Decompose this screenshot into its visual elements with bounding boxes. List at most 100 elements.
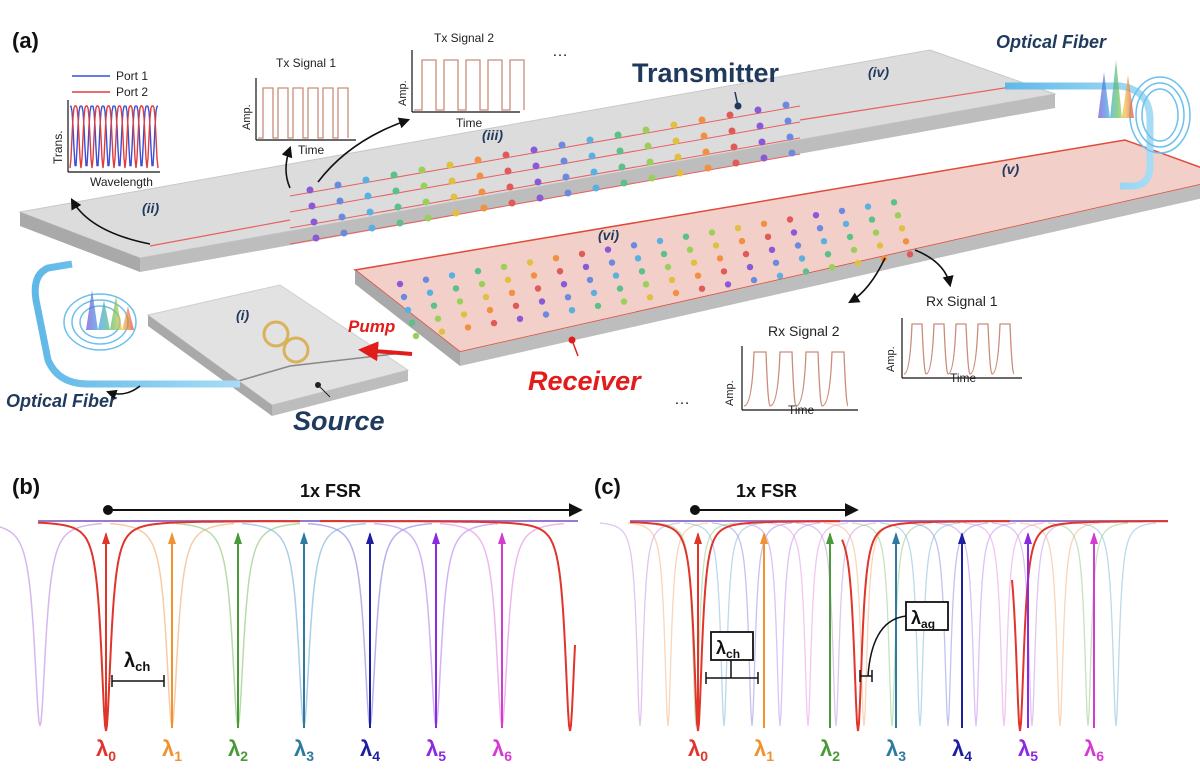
rx-ring [816, 225, 824, 232]
rx-ring [482, 293, 490, 301]
rx-ring [724, 281, 732, 288]
tx-trace [289, 105, 801, 197]
rx-ring [812, 212, 820, 219]
pump-label: Pump [348, 317, 395, 336]
rx-ring [556, 268, 564, 275]
b-arrowhead-1 [168, 532, 176, 544]
rx-ring [772, 259, 780, 266]
stage-v-label: (v) [1002, 161, 1019, 177]
tx-ring [420, 182, 428, 190]
tx-ring [732, 159, 740, 167]
stage-vi-label: (vi) [598, 227, 619, 243]
rx-ring [876, 242, 884, 249]
tx-ring [392, 187, 400, 195]
tx-ring [362, 176, 370, 184]
rx-ring [906, 251, 914, 258]
c-lambda-6: λ6 [1084, 736, 1104, 764]
tx-ring [614, 131, 622, 139]
receiver-label: Receiver [528, 366, 642, 396]
rx-ring [820, 238, 828, 245]
c-lambda-1: λ1 [754, 736, 774, 764]
tx2-xlabel: Time [456, 116, 483, 130]
optical-fiber-top-label: Optical Fiber [996, 32, 1107, 52]
rx-ring [828, 264, 836, 271]
tx-ellipsis: … [552, 43, 568, 60]
tx-ring [754, 106, 762, 114]
tx-signal-2-inset: Tx Signal 2 Amp. Time … [397, 31, 568, 130]
rx-ring [690, 259, 698, 266]
tx-ring [450, 193, 458, 201]
tx-ring [758, 138, 766, 146]
lambda-ch-b: λ [124, 650, 135, 672]
b-resonance-0 [0, 522, 103, 727]
rx-ring [586, 276, 594, 284]
tx-ring [508, 199, 516, 207]
b-lambda-5: λ5 [426, 736, 446, 764]
panel-b: (b) 1x FSR λch λ0 λ1 λ2 λ3 λ4 λ5 λ6 [0, 474, 583, 764]
tx-ring [312, 234, 320, 242]
rx-ring [660, 250, 668, 258]
tx-ring [786, 133, 794, 141]
b-arrowhead-5 [432, 532, 440, 544]
tx-ring [644, 142, 652, 150]
tx-ring [728, 127, 736, 135]
tx-ring [394, 203, 402, 211]
tx-trace [289, 121, 801, 213]
rx-ring [568, 307, 576, 314]
microring-icon [262, 320, 290, 348]
rx-ring [620, 298, 628, 305]
rx-ring [404, 306, 412, 314]
tx-input-trace [149, 219, 291, 247]
tx-ring [308, 202, 316, 210]
tx-ring [448, 177, 456, 185]
tx-output-trace [799, 83, 1031, 121]
tx-ring [674, 153, 682, 161]
b-lambda-2: λ2 [228, 736, 248, 764]
b-lambda-3: λ3 [294, 736, 314, 764]
c-channel-arrows [694, 532, 1098, 728]
rx-ring [486, 306, 494, 314]
rx-ring [634, 255, 642, 262]
tx-ring [480, 204, 488, 212]
tx-waveguides [149, 83, 1031, 247]
lambda-ag-c-sub: ag [921, 617, 935, 631]
rx-ring [698, 285, 706, 292]
rx-ring [504, 276, 512, 283]
rx1-title: Rx Signal 1 [926, 293, 998, 309]
tx-ring [784, 117, 792, 125]
transmitter-chip [18, 49, 1057, 272]
b-lambda-1: λ1 [162, 736, 182, 764]
legend-port-2: Port 2 [116, 85, 148, 99]
rx2-waveform [743, 351, 849, 407]
rx-ring [824, 251, 832, 258]
tx-ring [648, 174, 656, 182]
source-chip [146, 284, 410, 416]
rx-ring [408, 319, 416, 327]
tx-ring [476, 172, 484, 180]
rx-ring [868, 216, 876, 223]
tx-ring [306, 186, 314, 194]
optical-fiber-bottom [31, 260, 240, 388]
c-resonance-0 [599, 522, 681, 727]
tx-ring [310, 218, 318, 226]
b-arrowhead-4 [366, 532, 374, 544]
b-arrowhead-0 [102, 532, 110, 544]
tx-ring [338, 213, 346, 221]
tx-ring [730, 143, 738, 151]
rx-ring [396, 280, 404, 288]
rx-ring [794, 242, 802, 249]
b-lambda-4: λ4 [360, 736, 380, 764]
c-resonance-2 [655, 522, 737, 727]
tx-ring [396, 219, 404, 227]
rx2-title: Rx Signal 2 [768, 323, 840, 339]
rx-ring [786, 216, 794, 223]
rx-ring [720, 268, 728, 275]
tx-ring [726, 111, 734, 119]
tx-ring [642, 126, 650, 134]
tx1-title: Tx Signal 1 [276, 56, 336, 70]
rx-ring [656, 237, 664, 245]
receiver-chip [353, 139, 1200, 366]
rx-ring [902, 238, 910, 245]
